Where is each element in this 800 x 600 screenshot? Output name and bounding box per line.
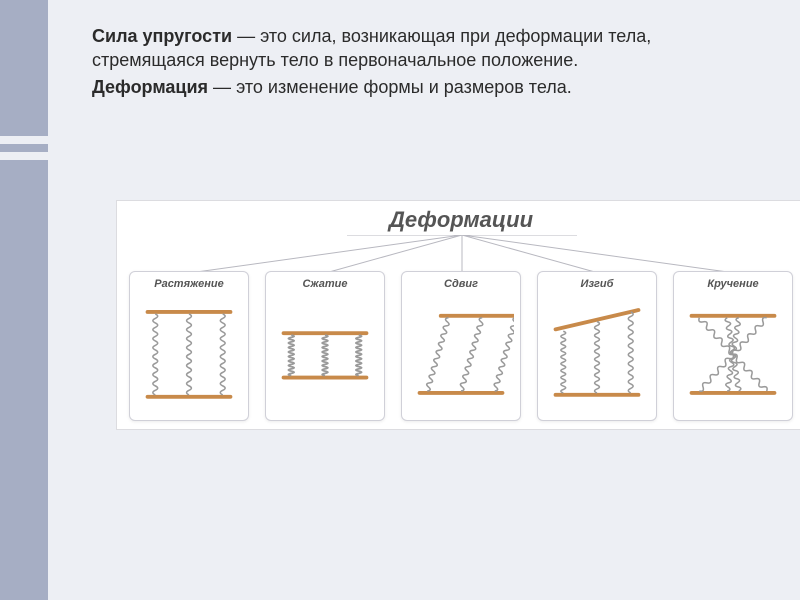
cards-row: Растяжение Сжатие Сдвиг Изгиб Кручение — [129, 271, 793, 421]
connectors — [117, 235, 800, 275]
card-stretch: Растяжение — [129, 271, 249, 421]
definition-deformation: Деформация — это изменение формы и разме… — [92, 75, 740, 99]
card-torsion: Кручение — [673, 271, 793, 421]
sep2: — — [208, 77, 236, 97]
card-shear: Сдвиг — [401, 271, 521, 421]
diagram-title: Деформации — [117, 207, 800, 233]
card-label-torsion: Кручение — [707, 278, 758, 290]
decor-stripe-2 — [0, 152, 48, 160]
card-label-bend: Изгиб — [581, 278, 614, 290]
slide: Сила упругости — это сила, возникающая п… — [48, 0, 800, 600]
card-label-shear: Сдвиг — [444, 278, 478, 290]
card-label-compress: Сжатие — [302, 278, 347, 290]
definition-elastic-force: Сила упругости — это сила, возникающая п… — [92, 24, 740, 73]
card-label-stretch: Растяжение — [154, 278, 224, 290]
card-figure-stretch — [136, 296, 242, 417]
card-figure-torsion — [680, 296, 786, 417]
card-bend: Изгиб — [537, 271, 657, 421]
definitions-block: Сила упругости — это сила, возникающая п… — [48, 0, 800, 109]
def-deformation: это изменение формы и размеров тела. — [236, 77, 572, 97]
deformations-diagram: Деформации Растяжение Сжатие Сдвиг Изгиб Кру… — [116, 200, 800, 430]
term-elastic-force: Сила упругости — [92, 26, 232, 46]
card-figure-shear — [408, 296, 514, 417]
card-compress: Сжатие — [265, 271, 385, 421]
card-figure-compress — [272, 296, 378, 417]
sep1: — — [232, 26, 260, 46]
decor-stripe-1 — [0, 136, 48, 144]
term-deformation: Деформация — [92, 77, 208, 97]
card-figure-bend — [544, 296, 650, 417]
